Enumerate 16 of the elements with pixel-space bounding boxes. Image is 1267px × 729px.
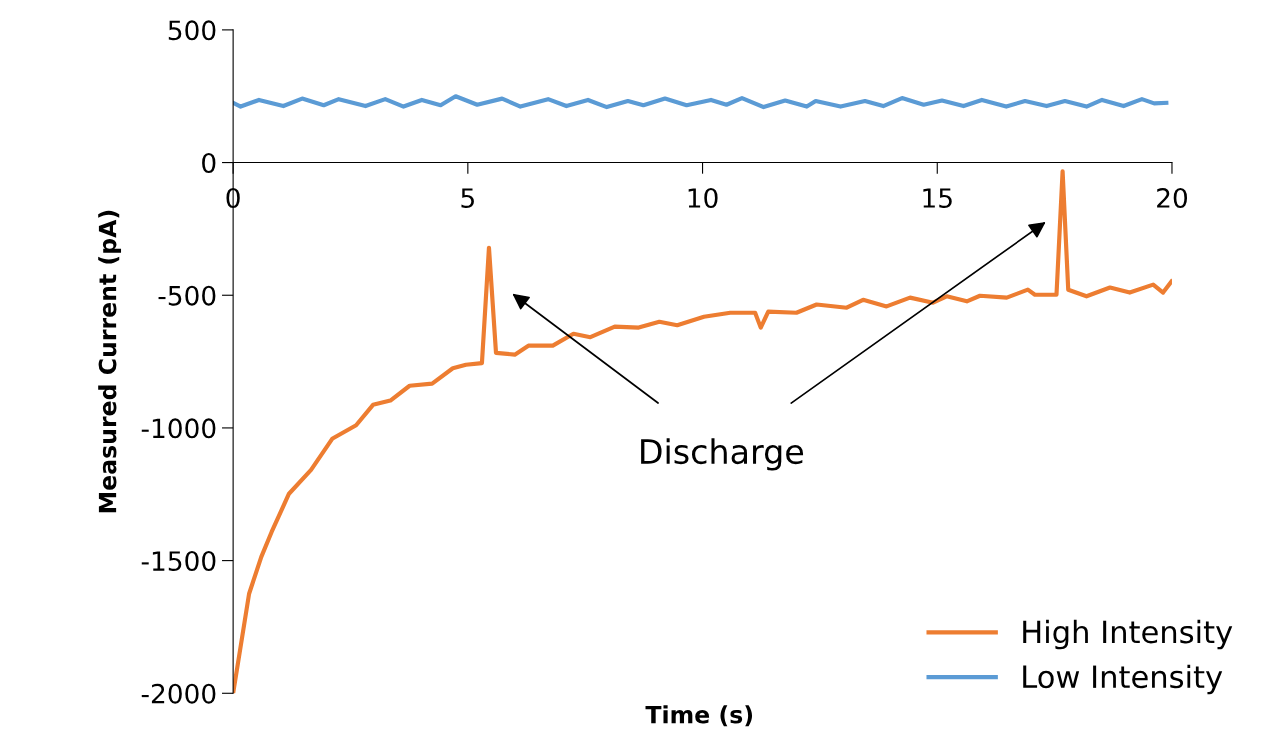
legend-label: Low Intensity [1023,664,1223,695]
y-axis-title: Measured Current (pA) [98,210,122,513]
x-tick-label: 20 [1157,188,1188,208]
x-tick-label: 5 [461,188,474,208]
x-axis-title: Time (s) [645,705,753,727]
annotation: Discharge [641,438,804,471]
x-tick-label: 10 [688,188,718,208]
y-tick-label: 0 [202,153,216,173]
y-tick-label: -2000 [141,683,216,704]
y-tick-label: -500 [158,285,216,306]
y-tick-label: 500 [168,20,216,41]
legend-label: High Intensity [1023,619,1233,650]
y-tick-label: -1500 [141,551,216,571]
line-series [233,94,1169,110]
y-tick-label: -1000 [141,418,216,439]
x-tick-label: 15 [923,188,952,208]
